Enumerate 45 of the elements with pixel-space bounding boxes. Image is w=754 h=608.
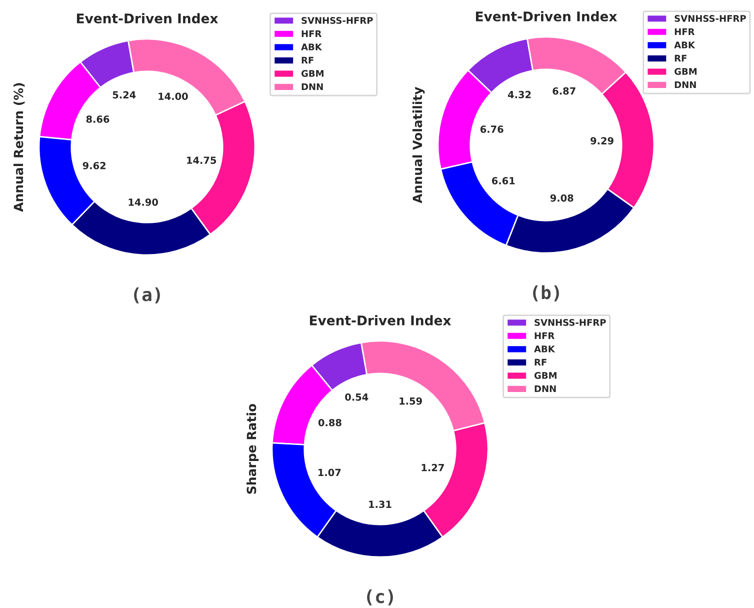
data-label: 1.07	[318, 468, 341, 476]
data-label: 4.32	[508, 90, 531, 98]
data-label: 14.75	[187, 156, 216, 164]
legend-label: ABK	[534, 346, 556, 352]
legend-label: SVNHSS-HFRP	[534, 319, 606, 326]
data-label: 0.54	[345, 393, 368, 401]
text: (c)	[367, 589, 393, 606]
data-label: 6.61	[492, 177, 515, 184]
legend-label: GBM	[301, 70, 324, 77]
text: Annual Volatility	[412, 86, 425, 204]
legend-label: GBM	[674, 68, 697, 75]
legend-label: RF	[302, 56, 314, 64]
legend-label: HFR	[302, 30, 322, 37]
legend-label: DNN	[534, 385, 556, 392]
data-label: 1.27	[422, 464, 444, 472]
legend-label: RF	[534, 358, 546, 366]
text: (a)	[134, 287, 160, 304]
chart-title: Event-Driven Index	[476, 11, 618, 22]
data-label: 5.24	[112, 91, 136, 99]
chart-title: Event-Driven Index	[310, 315, 452, 326]
text: (b)	[533, 285, 559, 302]
data-label: 14.00	[158, 92, 188, 100]
text: Annual Return (%)	[14, 83, 25, 212]
legend-label: SVNHSS-HFRP	[302, 17, 373, 24]
legend-label: GBM	[534, 372, 556, 379]
legend-label: ABK	[301, 44, 322, 50]
data-label: 0.88	[318, 418, 342, 426]
data-label: 14.90	[128, 198, 158, 206]
legend-label: SVNHSS-HFRP	[674, 15, 746, 22]
data-label: 1.31	[369, 500, 392, 508]
data-label: 9.62	[82, 162, 106, 170]
data-label: 6.87	[552, 87, 576, 95]
legend-label: ABK	[674, 42, 696, 48]
legend-label: HFR	[674, 28, 695, 35]
data-label: 9.08	[550, 194, 574, 202]
data-label: 8.66	[86, 115, 110, 123]
legend-label: HFR	[534, 332, 554, 339]
legend-label: RF	[674, 54, 686, 62]
data-label: 1.59	[400, 397, 422, 405]
text: Sharpe Ratio	[246, 404, 259, 494]
legend-label: DNN	[674, 81, 696, 88]
data-label: 9.29	[590, 137, 614, 144]
chart-title: Event-Driven Index	[76, 13, 218, 24]
data-label: 6.76	[480, 126, 504, 133]
legend-label: DNN	[302, 83, 323, 90]
